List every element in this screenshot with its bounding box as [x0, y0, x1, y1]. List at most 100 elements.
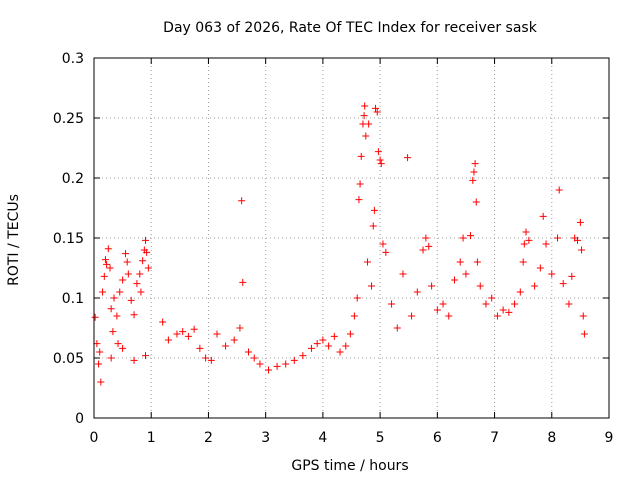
data-point [505, 308, 513, 316]
data-point [159, 318, 167, 326]
data-point [499, 306, 507, 314]
data-point [99, 288, 107, 296]
data-point [256, 360, 264, 368]
y-tick-label: 0.2 [62, 171, 84, 187]
y-tick-label: 0.25 [53, 111, 84, 127]
data-point [525, 236, 533, 244]
x-tick-label: 7 [490, 430, 499, 446]
data-point [290, 356, 298, 364]
data-point [143, 248, 151, 256]
data-point [265, 366, 273, 374]
data-point [101, 256, 109, 264]
data-point [336, 348, 344, 356]
data-point [127, 296, 135, 304]
data-point [107, 354, 115, 362]
data-point [522, 228, 530, 236]
data-point [419, 246, 427, 254]
data-point [173, 330, 181, 338]
data-point [382, 248, 390, 256]
data-point [123, 258, 131, 266]
x-tick-labels: 0 1 2 3 4 5 6 7 8 9 [90, 430, 614, 446]
data-point [548, 270, 556, 278]
data-point [364, 258, 372, 266]
data-point [238, 197, 246, 205]
data-point [542, 240, 550, 248]
data-point [100, 272, 108, 280]
data-point [357, 152, 365, 160]
data-point [459, 234, 467, 242]
data-point [554, 234, 561, 242]
data-point [342, 342, 350, 350]
data-point [236, 324, 244, 332]
data-point [116, 288, 124, 296]
data-point [413, 288, 421, 296]
data-point [555, 186, 563, 194]
grid-lines [94, 58, 609, 418]
data-point [574, 236, 582, 244]
data-point [578, 246, 586, 254]
data-point [119, 344, 127, 352]
data-point [372, 104, 380, 112]
data-point [136, 270, 144, 278]
data-point [368, 282, 376, 290]
data-point [536, 264, 544, 272]
data-point [559, 280, 567, 288]
data-point [379, 240, 387, 248]
x-tick-label: 1 [147, 430, 156, 446]
data-point [470, 168, 478, 176]
data-point [376, 156, 384, 164]
data-point [103, 260, 111, 268]
data-point [179, 328, 187, 336]
data-point [142, 236, 149, 244]
data-point [313, 340, 321, 348]
chart-title: Day 063 of 2026, Rate Of TEC Index for r… [163, 20, 538, 36]
data-point [319, 336, 327, 344]
data-point [399, 270, 407, 278]
data-point [133, 280, 141, 288]
data-point [142, 352, 149, 360]
data-point [202, 354, 210, 362]
x-tick-label: 6 [433, 430, 442, 446]
data-point [350, 312, 358, 320]
data-point [106, 264, 114, 272]
data-point [273, 362, 281, 370]
y-tick-labels: 0 0.05 0.1 0.15 0.2 0.25 0.3 [53, 51, 84, 427]
y-tick-label: 0.1 [62, 291, 84, 307]
data-point [130, 311, 138, 319]
data-point [282, 360, 290, 368]
data-point [467, 232, 475, 240]
data-point [121, 250, 129, 258]
x-tick-label: 3 [261, 430, 270, 446]
data-point [404, 154, 412, 162]
data-point [353, 294, 361, 302]
data-point [488, 294, 496, 302]
data-point [360, 112, 368, 120]
data-point [91, 313, 99, 321]
data-point [250, 354, 258, 362]
data-point [355, 196, 363, 204]
data-point [346, 330, 354, 338]
data-point [476, 282, 484, 290]
data-point [365, 120, 373, 128]
data-point [107, 305, 115, 313]
data-point [119, 276, 127, 284]
data-point [144, 264, 152, 272]
data-point [95, 360, 103, 368]
data-point [361, 102, 369, 110]
data-point [207, 356, 215, 364]
data-point [222, 342, 230, 350]
data-point [580, 330, 588, 338]
data-point [519, 258, 527, 266]
data-point [469, 176, 477, 184]
data-point [110, 294, 118, 302]
data-point [97, 378, 105, 386]
data-point [428, 282, 436, 290]
data-point [456, 258, 464, 266]
x-tick-label: 9 [605, 430, 614, 446]
data-point [408, 312, 416, 320]
y-tick-label: 0.3 [62, 51, 84, 67]
data-point [196, 344, 204, 352]
data-point [114, 340, 122, 348]
data-point [369, 222, 377, 230]
